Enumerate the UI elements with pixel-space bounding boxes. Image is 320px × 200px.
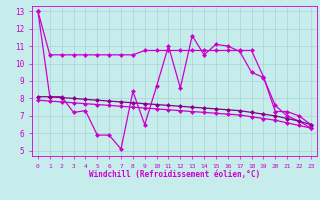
X-axis label: Windchill (Refroidissement éolien,°C): Windchill (Refroidissement éolien,°C) [89, 170, 260, 179]
